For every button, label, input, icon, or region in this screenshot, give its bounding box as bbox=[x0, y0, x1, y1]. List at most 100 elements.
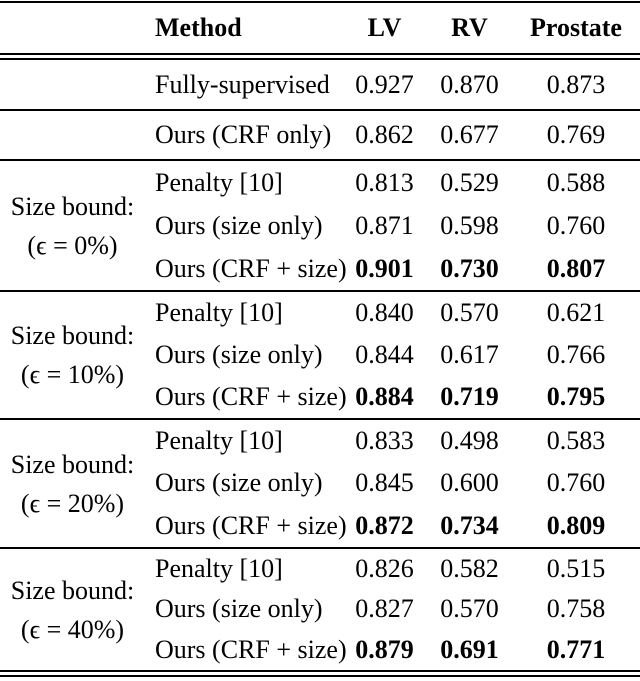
col-header-rv: RV bbox=[451, 13, 488, 42]
lv-value: 0.884 bbox=[355, 382, 414, 411]
lv-value: 0.879 bbox=[355, 634, 414, 664]
method-cell: Penalty [10] bbox=[155, 167, 283, 197]
prostate-value: 0.588 bbox=[546, 167, 606, 197]
prostate-value: 0.873 bbox=[546, 69, 606, 99]
col-header-prostate: Prostate bbox=[530, 13, 622, 42]
prostate-value: 0.807 bbox=[546, 253, 606, 283]
rv-value: 0.677 bbox=[440, 120, 499, 149]
group-label-line2: (ϵ = 40%) bbox=[20, 614, 125, 644]
rv-value: 0.870 bbox=[440, 69, 499, 99]
prostate-value: 0.760 bbox=[546, 210, 606, 240]
lv-value: 0.813 bbox=[355, 167, 414, 197]
row-ours-size-only: Ours (size only) 0.827 0.570 0.758 bbox=[145, 589, 640, 629]
lv-value: 0.827 bbox=[355, 594, 414, 624]
row-ours-size-only: Ours (size only) 0.844 0.617 0.766 bbox=[145, 334, 640, 376]
row-ours-size-only: Ours (size only) 0.871 0.598 0.760 bbox=[145, 204, 640, 247]
divider-rule bbox=[0, 547, 640, 549]
prostate-value: 0.769 bbox=[546, 120, 606, 149]
lv-value: 0.862 bbox=[355, 120, 414, 149]
method-cell: Ours (CRF + size) bbox=[155, 382, 347, 411]
group-label-line2: (ϵ = 20%) bbox=[20, 488, 125, 518]
group-label: Size bound: (ϵ = 10%) bbox=[0, 292, 145, 418]
lv-value: 0.872 bbox=[355, 510, 414, 540]
divider-rule bbox=[0, 109, 640, 111]
size-bound-group-40pct: Size bound: (ϵ = 40%) Penalty [10] 0.826… bbox=[0, 549, 640, 670]
group-rows: Penalty [10] 0.826 0.582 0.515 Ours (siz… bbox=[145, 549, 640, 670]
prostate-value: 0.795 bbox=[546, 382, 606, 411]
method-cell: Penalty [10] bbox=[155, 298, 283, 327]
rv-value: 0.691 bbox=[440, 634, 499, 664]
lv-value: 0.927 bbox=[355, 69, 414, 99]
prostate-value: 0.766 bbox=[546, 340, 606, 369]
rv-value: 0.570 bbox=[440, 298, 499, 327]
lv-value: 0.845 bbox=[355, 468, 414, 498]
rv-value: 0.734 bbox=[440, 510, 499, 540]
divider-rule bbox=[0, 290, 640, 292]
group-rows: Penalty [10] 0.833 0.498 0.583 Ours (siz… bbox=[145, 420, 640, 547]
row-penalty: Penalty [10] 0.833 0.498 0.583 bbox=[145, 420, 640, 462]
method-cell: Ours (size only) bbox=[155, 210, 323, 240]
method-cell: Ours (CRF only) bbox=[155, 120, 332, 149]
group-label-line1: Size bound: bbox=[10, 191, 135, 221]
header-double-rule bbox=[0, 53, 640, 60]
group-label: Size bound: (ϵ = 20%) bbox=[0, 420, 145, 547]
lv-value: 0.833 bbox=[355, 426, 414, 456]
lv-value: 0.844 bbox=[355, 340, 414, 369]
size-bound-group-20pct: Size bound: (ϵ = 20%) Penalty [10] 0.833… bbox=[0, 420, 640, 547]
method-cell: Ours (CRF + size) bbox=[155, 510, 347, 540]
method-cell: Ours (CRF + size) bbox=[155, 634, 347, 664]
rv-value: 0.582 bbox=[440, 554, 499, 584]
size-bound-group-0pct: Size bound: (ϵ = 0%) Penalty [10] 0.813 … bbox=[0, 161, 640, 290]
prostate-value: 0.760 bbox=[546, 468, 606, 498]
lv-value: 0.826 bbox=[355, 554, 414, 584]
prostate-value: 0.583 bbox=[546, 426, 606, 456]
row-ours-crf-size: Ours (CRF + size) 0.901 0.730 0.807 bbox=[145, 247, 640, 290]
rv-value: 0.719 bbox=[440, 382, 499, 411]
rv-value: 0.598 bbox=[440, 210, 499, 240]
row-ours-crf-size: Ours (CRF + size) 0.884 0.719 0.795 bbox=[145, 376, 640, 418]
group-rows: Penalty [10] 0.840 0.570 0.621 Ours (siz… bbox=[145, 292, 640, 418]
group-label-line2: (ϵ = 10%) bbox=[20, 360, 125, 389]
method-cell: Ours (size only) bbox=[155, 340, 323, 369]
col-header-lv: LV bbox=[367, 13, 402, 42]
row-ours-crf-size: Ours (CRF + size) 0.879 0.691 0.771 bbox=[145, 630, 640, 670]
prostate-value: 0.809 bbox=[546, 510, 606, 540]
prostate-value: 0.771 bbox=[546, 634, 606, 664]
group-label-line1: Size bound: bbox=[10, 321, 135, 350]
prostate-value: 0.515 bbox=[546, 554, 606, 584]
prostate-value: 0.621 bbox=[546, 298, 606, 327]
method-cell: Fully-supervised bbox=[155, 69, 330, 99]
group-rows: Penalty [10] 0.813 0.529 0.588 Ours (siz… bbox=[145, 161, 640, 290]
method-cell: Penalty [10] bbox=[155, 554, 283, 584]
divider-rule bbox=[0, 418, 640, 420]
rv-value: 0.600 bbox=[440, 468, 499, 498]
row-ours-crf-only: Ours (CRF only) 0.862 0.677 0.769 bbox=[0, 111, 640, 159]
group-label: Size bound: (ϵ = 40%) bbox=[0, 549, 145, 670]
header-row: Method LV RV Prostate bbox=[0, 3, 640, 53]
bottom-double-rule bbox=[0, 670, 640, 677]
rv-value: 0.529 bbox=[440, 167, 499, 197]
group-label-line2: (ϵ = 0%) bbox=[27, 230, 118, 260]
size-bound-group-10pct: Size bound: (ϵ = 10%) Penalty [10] 0.840… bbox=[0, 292, 640, 418]
row-penalty: Penalty [10] 0.826 0.582 0.515 bbox=[145, 549, 640, 589]
rv-value: 0.617 bbox=[440, 340, 499, 369]
row-ours-size-only: Ours (size only) 0.845 0.600 0.760 bbox=[145, 462, 640, 504]
divider-rule bbox=[0, 159, 640, 161]
rv-value: 0.730 bbox=[440, 253, 499, 283]
row-penalty: Penalty [10] 0.840 0.570 0.621 bbox=[145, 292, 640, 334]
lv-value: 0.840 bbox=[355, 298, 414, 327]
row-fully-supervised: Fully-supervised 0.927 0.870 0.873 bbox=[0, 60, 640, 109]
method-cell: Ours (CRF + size) bbox=[155, 253, 347, 283]
lv-value: 0.871 bbox=[355, 210, 414, 240]
top-rule bbox=[0, 1, 640, 3]
group-label-line1: Size bound: bbox=[10, 575, 135, 605]
method-cell: Ours (size only) bbox=[155, 468, 323, 498]
lv-value: 0.901 bbox=[355, 253, 414, 283]
method-cell: Ours (size only) bbox=[155, 594, 323, 624]
col-header-method: Method bbox=[155, 13, 242, 42]
row-penalty: Penalty [10] 0.813 0.529 0.588 bbox=[145, 161, 640, 204]
group-label-line1: Size bound: bbox=[10, 449, 135, 479]
group-label: Size bound: (ϵ = 0%) bbox=[0, 161, 145, 290]
prostate-value: 0.758 bbox=[546, 594, 606, 624]
